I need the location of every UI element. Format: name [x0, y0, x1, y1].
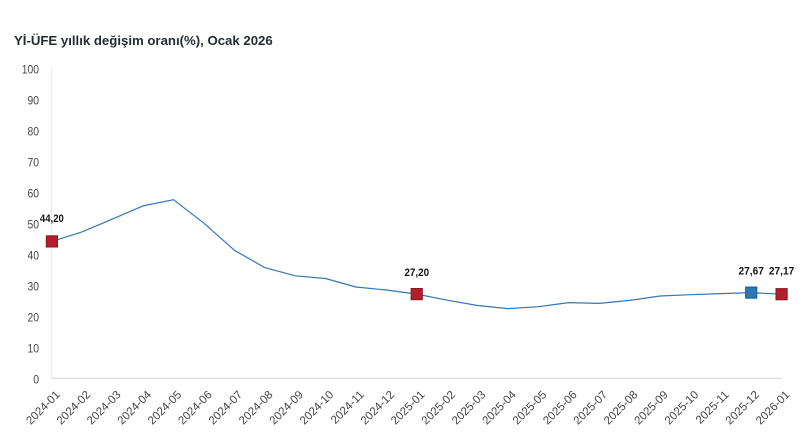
- svg-text:44,20: 44,20: [40, 213, 64, 225]
- svg-text:40: 40: [28, 249, 40, 263]
- svg-text:80: 80: [28, 125, 40, 139]
- svg-text:50: 50: [28, 218, 40, 232]
- svg-text:100: 100: [22, 63, 39, 77]
- svg-text:Yİ-ÜFE yıllık değişim oranı(%): Yİ-ÜFE yıllık değişim oranı(%), Ocak 202…: [14, 33, 273, 48]
- svg-text:27,17: 27,17: [769, 266, 794, 278]
- svg-text:0: 0: [33, 372, 39, 386]
- svg-text:70: 70: [28, 156, 40, 170]
- svg-text:27,67: 27,67: [739, 266, 764, 278]
- svg-text:30: 30: [28, 280, 40, 294]
- svg-text:60: 60: [28, 187, 40, 201]
- svg-text:10: 10: [28, 341, 40, 355]
- svg-text:20: 20: [28, 311, 40, 325]
- svg-text:27,20: 27,20: [404, 267, 429, 279]
- svg-text:90: 90: [28, 94, 40, 108]
